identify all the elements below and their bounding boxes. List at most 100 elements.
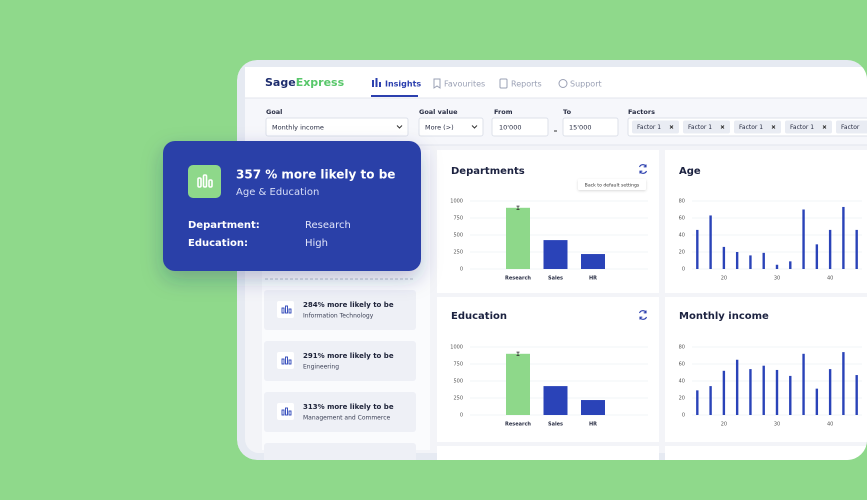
chip[interactable] <box>632 120 679 134</box>
insight-icon-bar <box>285 356 288 365</box>
chip-label: Factor 1 <box>688 124 712 131</box>
chart-title: Departments <box>451 166 525 177</box>
tab[interactable]: Support <box>570 80 602 89</box>
dropdown[interactable] <box>418 117 484 137</box>
insight-title: 291% more likely to be <box>303 352 394 360</box>
bar <box>762 365 765 415</box>
insight-subtitle: Engineering <box>303 364 339 371</box>
insight-card[interactable]: 313% more likely to be Management and Com… <box>264 392 416 432</box>
chip[interactable] <box>785 120 832 134</box>
insight-icon-bar <box>288 359 292 365</box>
y-tick-label: 0 <box>682 267 685 273</box>
row-label: Department: <box>188 220 260 231</box>
chart-icon <box>197 174 213 188</box>
y-tick-label: 500 <box>453 379 463 385</box>
y-tick-label: 0 <box>460 413 463 419</box>
tab-icon <box>372 78 381 87</box>
y-tick-label: 1000 <box>450 345 463 351</box>
input[interactable] <box>491 117 549 137</box>
insight-icon-bar <box>281 358 285 365</box>
chip-remove[interactable] <box>720 125 725 129</box>
bar <box>815 388 819 415</box>
chip[interactable] <box>836 120 867 134</box>
y-tick-label: 500 <box>453 233 463 239</box>
tooltip <box>578 179 646 190</box>
input[interactable] <box>562 117 619 137</box>
tab-active[interactable]: Insights <box>385 80 421 89</box>
tab[interactable]: Reports <box>511 80 542 89</box>
chart-card <box>665 297 867 442</box>
bar <box>815 244 819 269</box>
tab-icon <box>499 78 508 89</box>
bar <box>735 252 739 269</box>
chip-remove[interactable] <box>669 125 674 129</box>
bar <box>828 369 832 415</box>
bar <box>802 209 805 269</box>
dropdown-value: More (>) <box>425 124 454 132</box>
y-tick-label: 60 <box>679 362 685 368</box>
bar <box>709 386 712 415</box>
x-tick-label: 20 <box>721 422 727 428</box>
dropdown[interactable] <box>265 117 409 137</box>
bar <box>709 215 712 269</box>
y-tick-label: 250 <box>453 396 463 402</box>
chevron <box>471 125 478 129</box>
insight-bg <box>264 392 416 432</box>
insight-card[interactable]: 291% more likely to be Engineering <box>264 341 416 381</box>
insight-icon-bar <box>285 407 288 416</box>
tab[interactable]: Favourites <box>444 80 485 89</box>
x-tick-label: 30 <box>774 422 780 428</box>
chip-remove[interactable] <box>822 125 827 129</box>
chip[interactable] <box>734 120 781 134</box>
bar <box>842 352 845 415</box>
insight-icon-bar <box>281 409 285 416</box>
row-value: Research <box>305 220 351 231</box>
refresh-button[interactable] <box>638 164 648 174</box>
y-tick-label: 250 <box>453 250 463 256</box>
chip-label: Factor 1 <box>739 124 763 131</box>
filter-label: Factors <box>628 108 655 116</box>
x-tick-label: 30 <box>774 276 780 282</box>
highlight-card: 357 % more likely to be Age & Education … <box>163 141 421 271</box>
chip[interactable] <box>683 120 730 134</box>
y-tick-label: 20 <box>679 250 685 256</box>
chip-remove[interactable] <box>771 125 776 129</box>
insight-title: 284% more likely to be <box>303 301 394 309</box>
insight-icon-bar <box>288 410 292 416</box>
filter-label: To <box>563 108 572 116</box>
chart-card <box>665 446 867 460</box>
bar <box>775 369 779 415</box>
error-bar <box>516 205 520 210</box>
x-tick-label: Sales <box>548 276 563 282</box>
filter-label: Goal value <box>419 108 458 116</box>
x-tick-label: HR <box>589 276 597 282</box>
error-bar <box>516 351 520 356</box>
y-tick-label: 60 <box>679 216 685 222</box>
refresh-button[interactable] <box>638 310 648 320</box>
bar <box>762 252 765 269</box>
x-tick-label: 40 <box>827 422 833 428</box>
y-tick-label: 1000 <box>450 199 463 205</box>
y-tick-label: 0 <box>682 413 685 419</box>
bar <box>789 261 792 269</box>
x-tick-label: 40 <box>827 276 833 282</box>
x-tick-label: Research <box>505 276 531 282</box>
x-tick-label: 20 <box>721 276 727 282</box>
bar <box>735 359 739 415</box>
highlight-title: 357 % more likely to be <box>236 168 395 182</box>
y-tick-label: 80 <box>679 199 685 205</box>
bar <box>828 229 832 269</box>
bar <box>696 229 699 269</box>
insight-title: 313% more likely to be <box>303 403 394 411</box>
bar <box>749 369 752 415</box>
chevron <box>396 125 403 129</box>
bar <box>722 246 726 269</box>
insight-card[interactable]: 284% more likely to be Information Techno… <box>264 290 416 330</box>
insight-bg <box>264 290 416 330</box>
bar <box>722 370 726 415</box>
highlight-bg <box>163 141 421 271</box>
bar <box>775 264 779 269</box>
row-value: High <box>305 238 328 249</box>
icon-box <box>188 165 221 198</box>
